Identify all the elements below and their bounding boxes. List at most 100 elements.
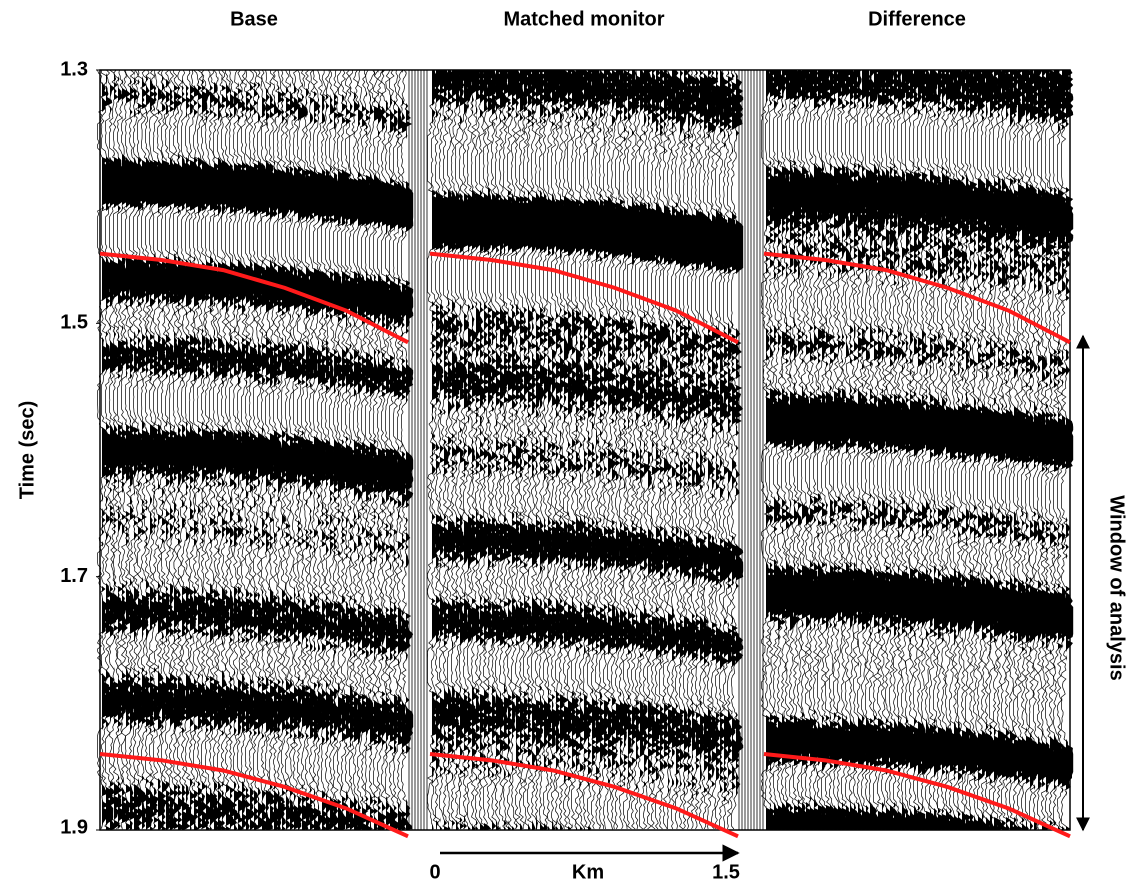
trace-fill xyxy=(202,70,210,830)
trace xyxy=(682,69,693,830)
trace-fill xyxy=(564,70,572,830)
trace-fill xyxy=(548,70,556,830)
trace xyxy=(671,69,682,830)
trace-fill xyxy=(114,70,122,830)
panel-title: Matched monitor xyxy=(503,8,664,30)
trace xyxy=(507,69,517,830)
trace xyxy=(555,69,565,830)
x-tick-label: 0 xyxy=(429,861,440,883)
trace xyxy=(547,70,557,830)
trace-fill xyxy=(436,70,444,830)
y-tick-label: 1.3 xyxy=(60,58,88,80)
trace-fill xyxy=(866,70,874,830)
trace-fill xyxy=(528,70,536,830)
trace-fill xyxy=(1010,70,1018,830)
trace-fill xyxy=(966,70,974,830)
trace-fill xyxy=(358,70,366,830)
trace xyxy=(447,69,458,830)
trace-fill xyxy=(568,70,576,830)
trace xyxy=(615,69,625,830)
trace xyxy=(594,69,606,830)
trace-fill xyxy=(122,70,130,830)
trace xyxy=(904,69,915,829)
trace-fill xyxy=(186,70,194,830)
trace xyxy=(655,69,666,830)
trace-fill xyxy=(262,70,270,830)
trace xyxy=(695,69,706,830)
trace-fill xyxy=(1054,70,1062,830)
trace-fill xyxy=(1026,70,1034,830)
trace-fill xyxy=(910,70,918,830)
trace-fill xyxy=(1042,70,1050,830)
trace xyxy=(715,69,726,829)
trace xyxy=(932,69,943,829)
trace xyxy=(526,69,537,830)
y-tick-label: 1.9 xyxy=(60,816,88,838)
trace-fill xyxy=(640,70,648,830)
trace-fill xyxy=(488,70,496,830)
trace-fill xyxy=(326,70,334,830)
trace xyxy=(643,69,654,830)
trace-fill xyxy=(1038,70,1046,830)
trace xyxy=(622,69,633,830)
trace-fill xyxy=(460,70,468,830)
trace-fill xyxy=(786,70,794,830)
trace-fill xyxy=(162,70,170,830)
trace xyxy=(522,69,534,830)
trace xyxy=(558,69,569,830)
trace xyxy=(639,69,650,830)
trace-fill xyxy=(170,70,178,830)
trace-fill xyxy=(998,70,1006,830)
trace xyxy=(602,69,614,830)
trace-fill xyxy=(974,70,982,830)
trace xyxy=(471,69,481,830)
trace-fill xyxy=(536,70,544,830)
trace xyxy=(467,69,477,830)
trace-fill xyxy=(584,70,592,830)
trace-fill xyxy=(390,70,398,830)
trace-fill xyxy=(382,70,390,830)
trace-fill xyxy=(286,70,294,830)
trace-fill xyxy=(282,70,290,830)
trace xyxy=(731,69,741,830)
trace-fill xyxy=(484,70,492,830)
trace xyxy=(503,69,514,830)
trace-fill xyxy=(576,70,584,830)
trace xyxy=(482,69,494,830)
horizon-line xyxy=(763,251,1071,345)
panel-title: Difference xyxy=(868,8,966,30)
trace xyxy=(658,70,669,830)
horizon-line xyxy=(763,752,1071,839)
trace-fill xyxy=(250,70,258,830)
trace xyxy=(487,69,498,830)
y-axis-label: Time (sec) xyxy=(16,401,38,500)
trace-fill xyxy=(520,70,528,830)
trace-fill xyxy=(596,70,604,830)
trace-fill xyxy=(612,70,620,830)
trace xyxy=(726,69,738,830)
trace xyxy=(459,70,470,830)
trace-fill xyxy=(556,70,564,830)
trace-fill xyxy=(456,70,464,830)
trace-fill xyxy=(858,70,866,830)
trace-fill xyxy=(274,70,282,830)
trace-fill xyxy=(238,70,246,830)
trace-fill xyxy=(1002,70,1010,830)
trace-fill xyxy=(330,70,338,830)
trace xyxy=(570,69,582,830)
trace xyxy=(929,69,939,829)
trace-fill xyxy=(1058,70,1066,830)
trace xyxy=(451,69,461,830)
trace-fill xyxy=(592,70,600,830)
trace-fill xyxy=(544,70,552,830)
trace xyxy=(514,69,525,830)
trace-fill xyxy=(302,70,310,830)
trace-fill xyxy=(342,70,350,830)
trace xyxy=(698,69,710,830)
trace xyxy=(635,69,646,830)
trace xyxy=(534,69,546,830)
trace-fill xyxy=(366,70,374,830)
trace xyxy=(627,69,638,830)
trace xyxy=(618,69,630,830)
trace xyxy=(909,70,919,829)
